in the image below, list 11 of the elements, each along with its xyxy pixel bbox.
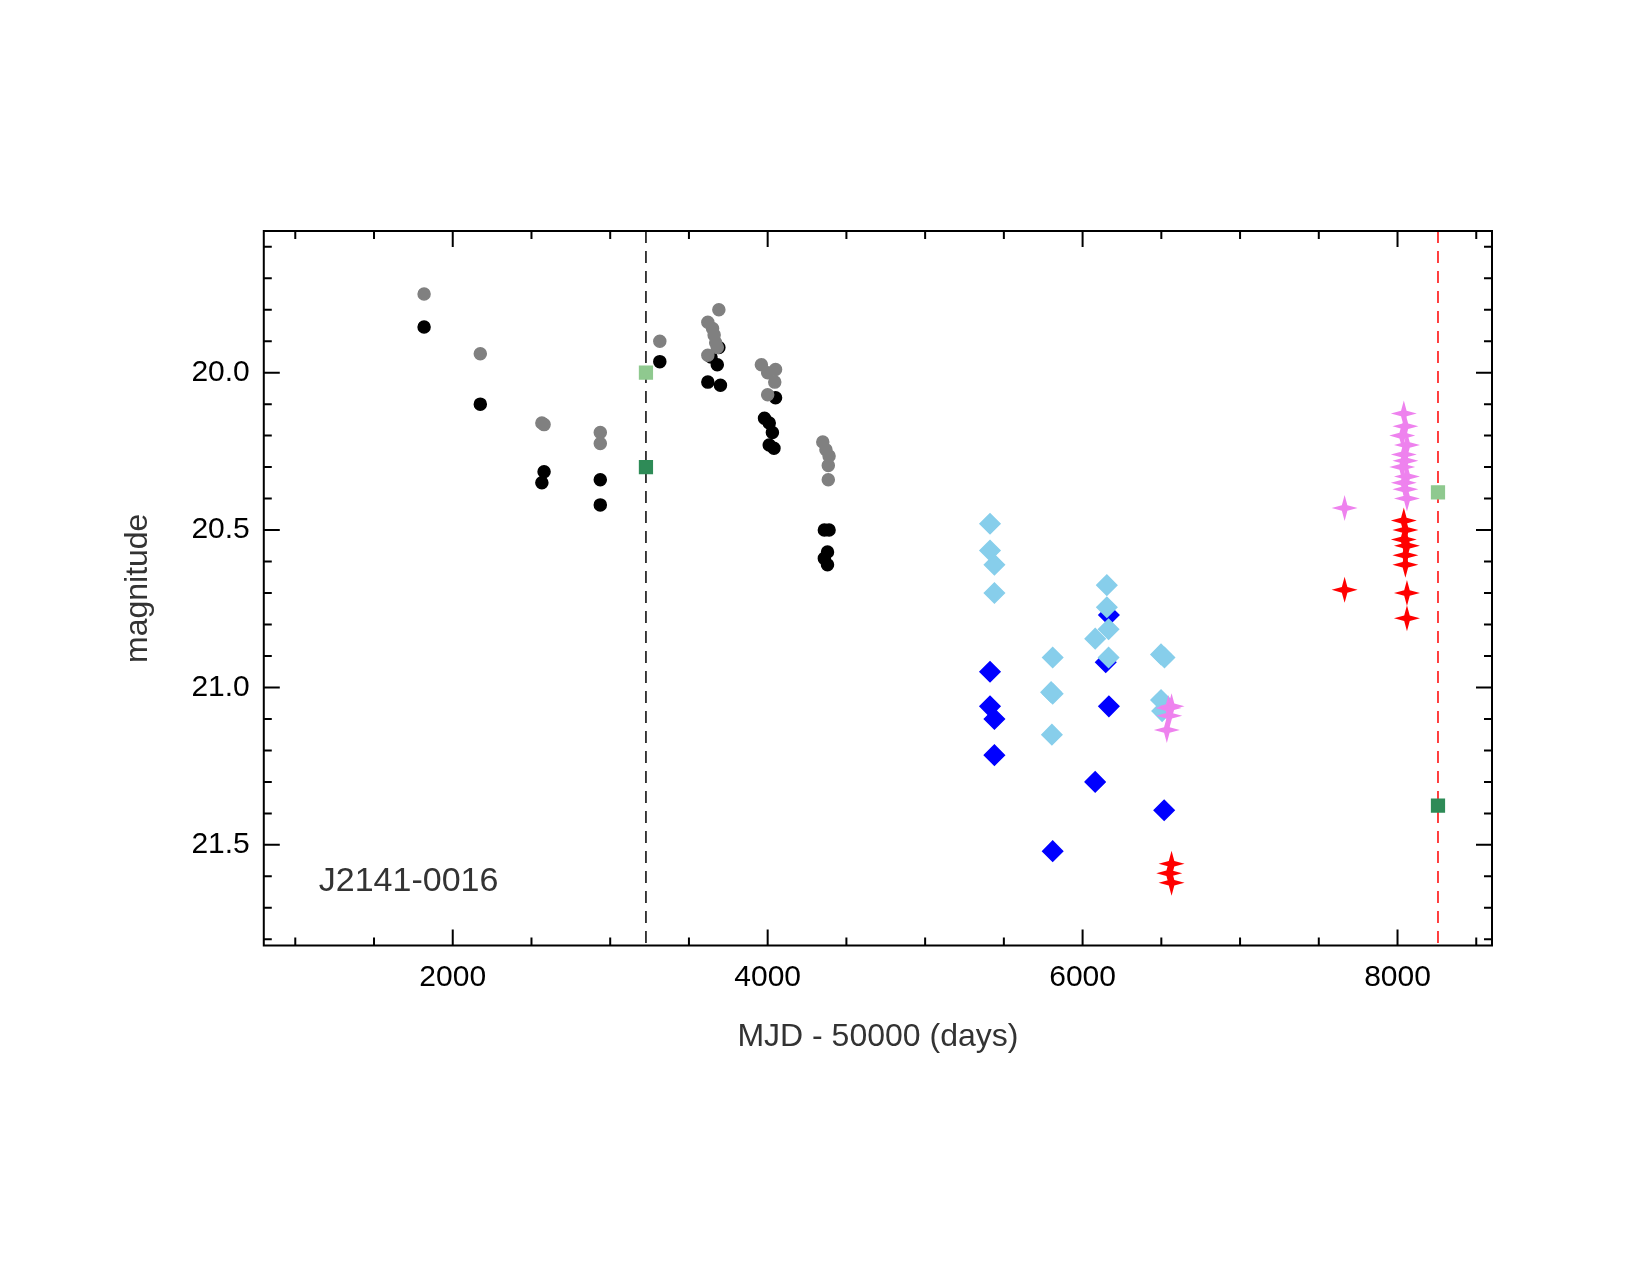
- y-tick-label: 20.0: [191, 353, 250, 387]
- x-tick-label: 6000: [1049, 958, 1116, 992]
- y-tick-label: 20.5: [191, 511, 250, 545]
- x-axis-title: MJD - 50000 (days): [737, 1016, 1019, 1053]
- annotation: J2141-0016: [318, 859, 499, 898]
- y-axis-title: magnitude: [118, 513, 155, 664]
- x-tick-label: 4000: [734, 958, 802, 992]
- x-tick-label: 8000: [1364, 958, 1431, 992]
- x-tick-label: 2000: [419, 958, 487, 992]
- y-tick-label: 21.0: [191, 668, 250, 702]
- y-tick-label: 21.5: [191, 826, 250, 860]
